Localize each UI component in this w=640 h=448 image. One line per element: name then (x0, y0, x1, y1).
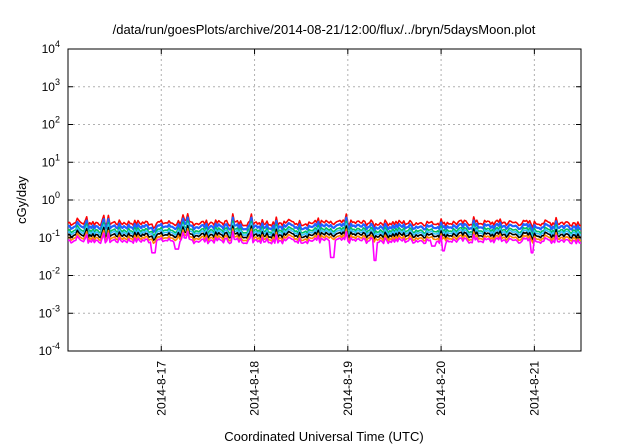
series-line (67, 228, 582, 245)
y-tick-label: 10-4 (39, 341, 60, 358)
y-tick-label: 10-1 (39, 228, 60, 245)
series-line (67, 213, 582, 230)
y-tick-label: 104 (42, 39, 60, 56)
x-tick-label: 2014-8-18 (248, 361, 262, 416)
grid (68, 49, 581, 351)
x-ticks: 2014-8-17 2014-8-18 2014-8-19 2014-8-20 2014… (154, 49, 541, 416)
x-axis-label: Coordinated Universal Time (UTC) (224, 429, 423, 444)
chart-title: /data/run/goesPlots/archive/2014-08-21/1… (113, 22, 536, 37)
y-tick-label: 100 (42, 190, 60, 207)
y-tick-label: 10-2 (39, 266, 60, 283)
y-tick-label: 10-3 (39, 303, 60, 320)
x-tick-label: 2014-8-19 (341, 361, 355, 416)
y-tick-label: 102 (42, 115, 60, 132)
series-line (67, 216, 582, 234)
y-ticks: 10-4 10-3 10-2 10-1 100 101 102 103 104 (39, 39, 581, 358)
x-tick-label: 2014-8-21 (527, 361, 541, 416)
series-line (67, 225, 582, 242)
y-tick-label: 101 (42, 152, 60, 169)
x-tick-label: 2014-8-20 (434, 361, 448, 416)
y-axis-label: cGy/day (14, 176, 29, 224)
series-line (67, 222, 582, 239)
x-tick-label: 2014-8-17 (154, 361, 168, 416)
y-tick-label: 103 (42, 77, 60, 94)
series-group (67, 213, 582, 262)
series-line (67, 230, 581, 262)
